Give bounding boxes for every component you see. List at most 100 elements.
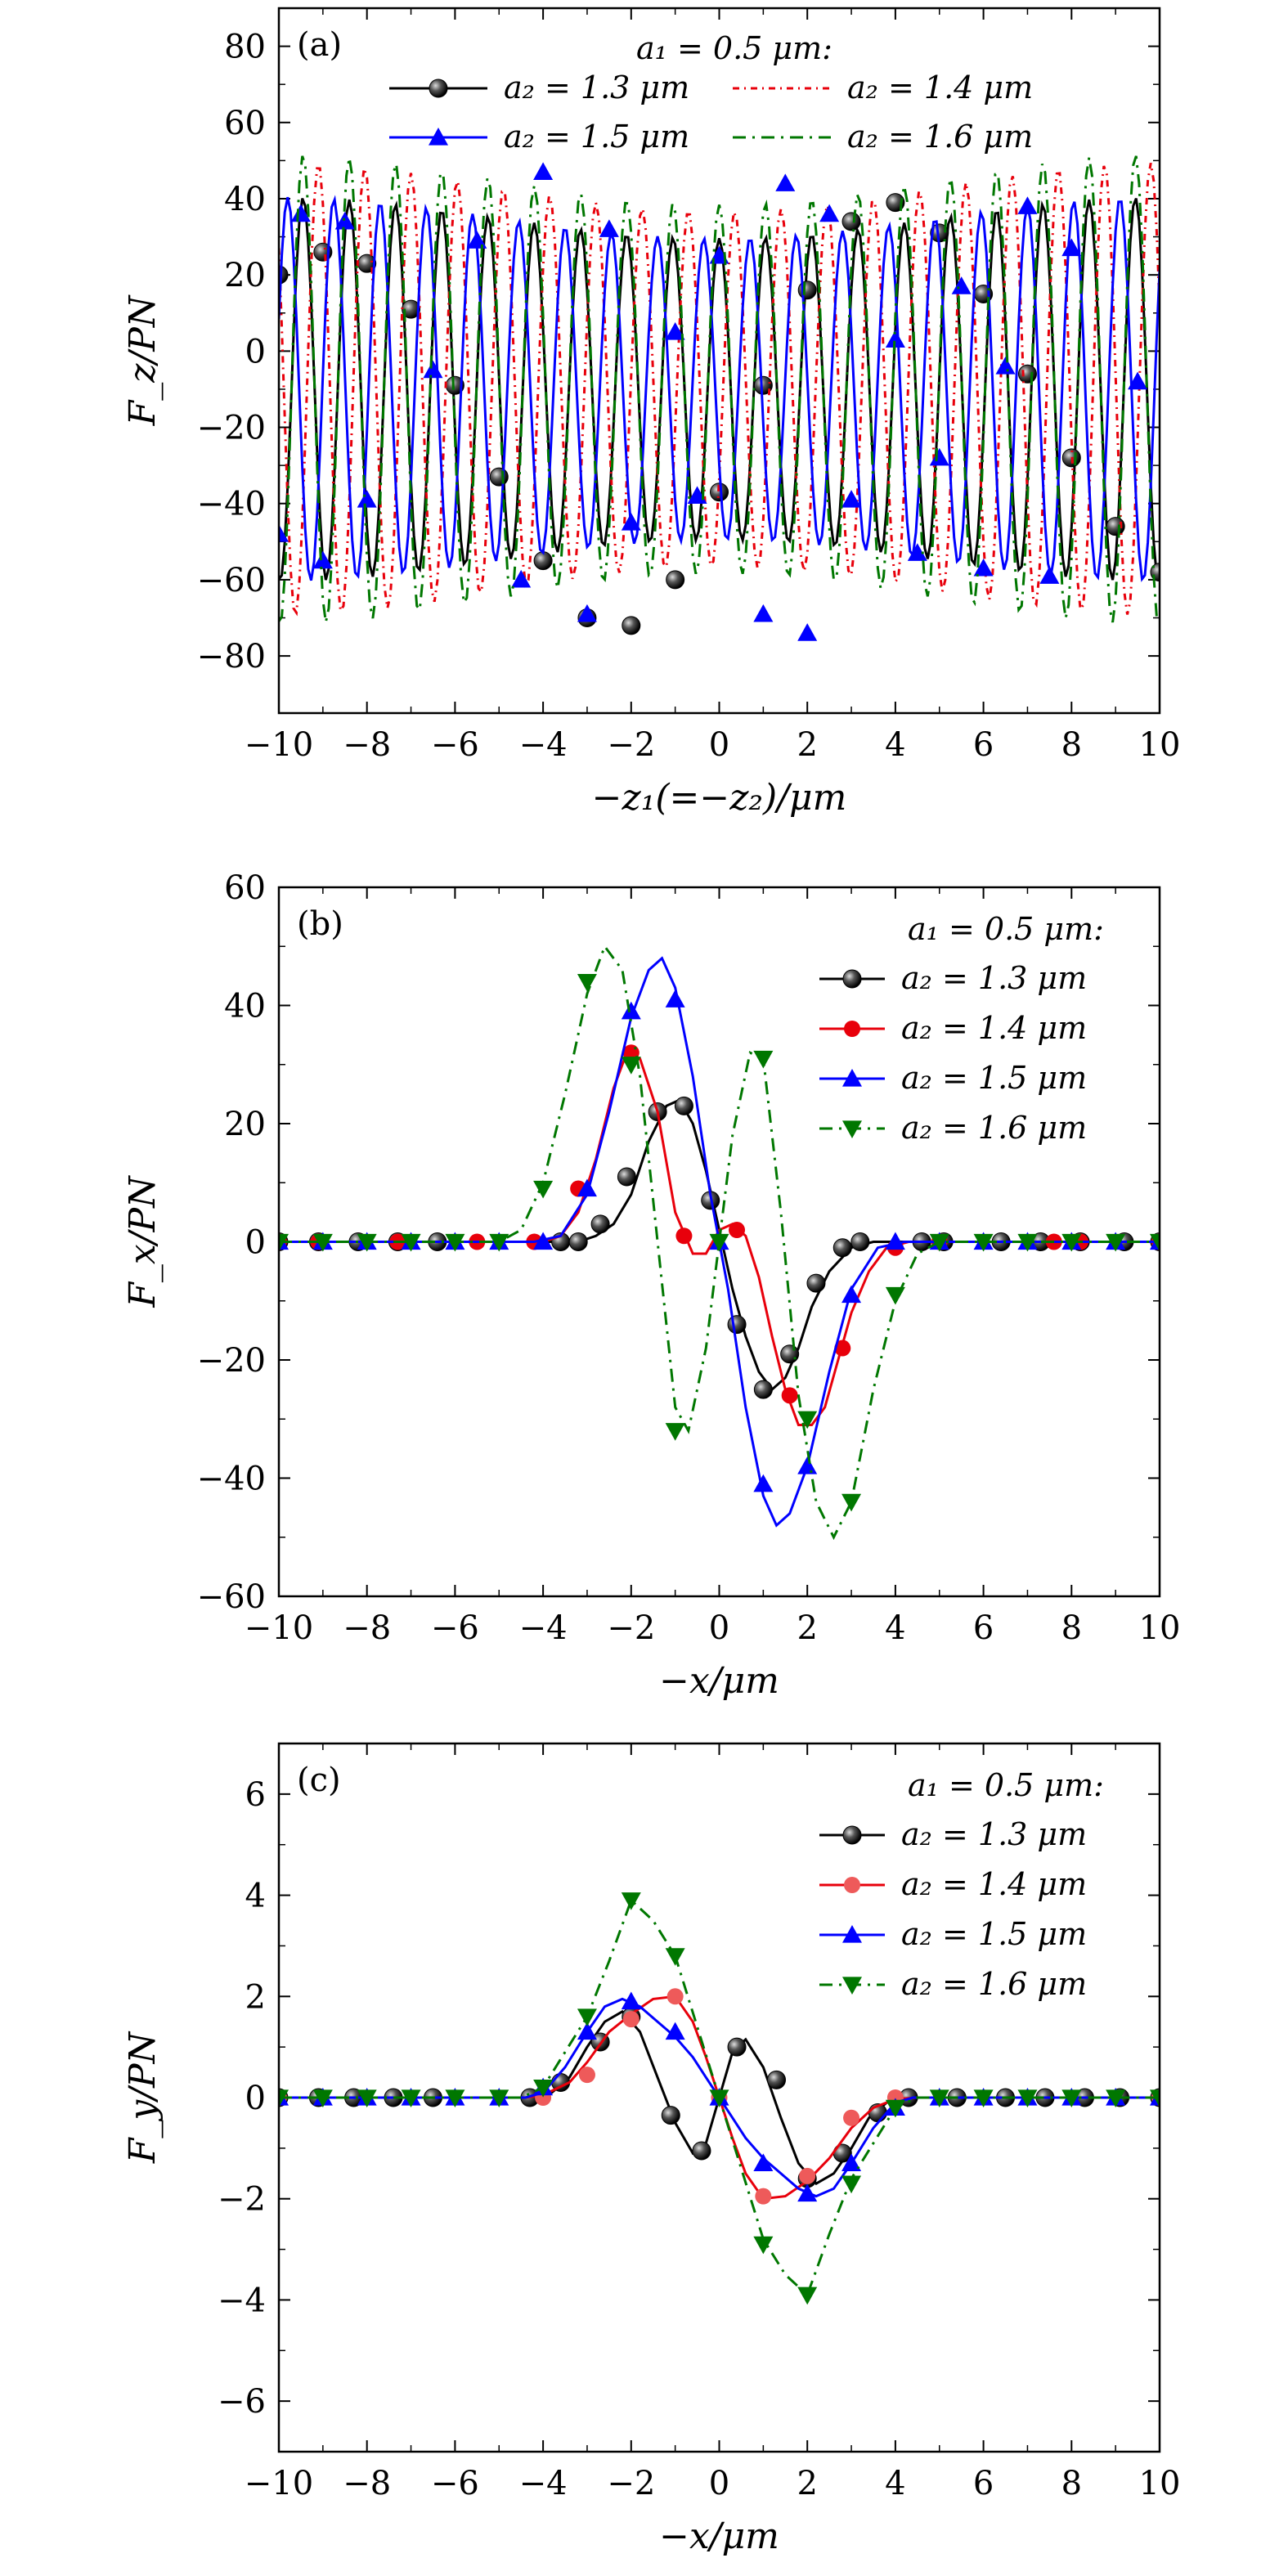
y-tick-label: 2 bbox=[245, 1978, 266, 2016]
data-point-b-2 bbox=[797, 1456, 818, 1474]
data-point-c-2 bbox=[841, 2153, 862, 2172]
x-tick-label: 8 bbox=[1061, 726, 1082, 764]
data-point-c-3 bbox=[1150, 2089, 1160, 2107]
data-point-b-3 bbox=[489, 1233, 509, 1252]
x-tick-label: 6 bbox=[973, 726, 994, 764]
data-point-b-2 bbox=[841, 1285, 862, 1304]
panel-label: (b) bbox=[297, 905, 343, 943]
y-axis-title: F_x/PN bbox=[122, 1175, 164, 1308]
legend-title: a₁ = 0.5 μm: bbox=[636, 30, 832, 66]
x-tick-label: −10 bbox=[245, 726, 313, 764]
data-point-b-0 bbox=[832, 1238, 852, 1258]
series-line-a-3 bbox=[279, 155, 1160, 623]
legend-label: a₂ = 1.6 μm bbox=[901, 1966, 1087, 2002]
x-tick-label: 4 bbox=[885, 726, 905, 764]
x-tick-label: 8 bbox=[1061, 1609, 1082, 1647]
legend-label: a₂ = 1.6 μm bbox=[847, 119, 1033, 155]
plot-area bbox=[279, 155, 1160, 641]
data-point-a-0 bbox=[1017, 364, 1037, 384]
data-point-c-0 bbox=[727, 2037, 747, 2057]
data-point-b-0 bbox=[674, 1096, 693, 1115]
y-tick-label: −20 bbox=[197, 410, 266, 447]
x-axis-title: −x/μm bbox=[659, 2515, 779, 2557]
data-point-b-3 bbox=[1106, 1233, 1126, 1252]
data-point-b-1 bbox=[834, 1340, 851, 1357]
data-point-a-2 bbox=[951, 276, 972, 294]
data-point-c-0 bbox=[767, 2070, 787, 2089]
chart-panel-a: −10 −8 −6 −4 −2 0 2 4 6 8 10−80−60−40−20020406080(… bbox=[122, 7, 1180, 819]
plot-area bbox=[279, 944, 1160, 1541]
data-point-b-3 bbox=[357, 1233, 377, 1252]
panel-label: (c) bbox=[297, 1761, 341, 1799]
x-tick-label: 4 bbox=[885, 2465, 905, 2502]
data-point-b-3 bbox=[797, 1411, 818, 1429]
y-tick-label: −40 bbox=[197, 486, 266, 523]
data-point-a-2 bbox=[1061, 238, 1082, 257]
data-point-a-0 bbox=[666, 570, 685, 590]
data-point-c-3 bbox=[445, 2089, 465, 2107]
y-tick-label: −60 bbox=[197, 1578, 266, 1616]
data-point-b-3 bbox=[401, 1233, 421, 1252]
x-tick-label: −8 bbox=[343, 726, 391, 764]
data-point-c-1 bbox=[799, 2167, 816, 2184]
data-point-a-2 bbox=[797, 623, 818, 641]
y-tick-label: 0 bbox=[245, 333, 266, 370]
data-point-b-1 bbox=[675, 1227, 693, 1245]
data-point-b-3 bbox=[312, 1233, 333, 1252]
data-point-c-3 bbox=[279, 2089, 289, 2107]
plot-frame bbox=[277, 886, 1161, 1598]
y-tick-label: 4 bbox=[245, 1878, 266, 1915]
data-point-b-3 bbox=[753, 1050, 774, 1069]
data-point-c-3 bbox=[797, 2287, 818, 2305]
legend-b: a₁ = 0.5 μm: a₂ = 1.3 μm a₂ = 1.4 μm a₂ = 1… bbox=[819, 911, 1104, 1146]
x-tick-label: 4 bbox=[885, 1609, 905, 1647]
plot-area bbox=[279, 1892, 1160, 2305]
data-point-a-2 bbox=[907, 543, 927, 561]
data-point-b-0 bbox=[590, 1214, 610, 1234]
data-point-a-2 bbox=[1017, 196, 1038, 214]
data-point-b-3 bbox=[1061, 1233, 1082, 1252]
series-line-a-2 bbox=[279, 195, 1160, 582]
data-point-b-2 bbox=[753, 1474, 774, 1492]
data-point-a-2 bbox=[841, 490, 862, 508]
legend-label: a₂ = 1.4 μm bbox=[847, 70, 1033, 105]
y-tick-label: 40 bbox=[224, 988, 266, 1025]
legend-label: a₂ = 1.6 μm bbox=[901, 1110, 1087, 1146]
legend-marker bbox=[429, 128, 448, 146]
y-axis-title: F_y/PN bbox=[122, 2031, 164, 2164]
y-tick-label: −4 bbox=[218, 2282, 266, 2319]
data-point-b-3 bbox=[709, 1233, 729, 1252]
y-axis-title: F_z/PN bbox=[122, 294, 164, 426]
data-point-b-3 bbox=[577, 974, 597, 992]
data-point-a-2 bbox=[599, 219, 619, 237]
x-tick-label: 0 bbox=[709, 726, 729, 764]
x-tick-label: 8 bbox=[1061, 2465, 1082, 2502]
legend-label: a₂ = 1.5 μm bbox=[901, 1060, 1087, 1096]
x-tick-label: −2 bbox=[607, 726, 655, 764]
x-tick-label: 2 bbox=[797, 1609, 817, 1647]
legend-marker bbox=[842, 1120, 862, 1138]
data-point-a-0 bbox=[753, 375, 773, 395]
data-point-a-2 bbox=[533, 162, 554, 180]
data-point-c-3 bbox=[753, 2236, 774, 2255]
data-point-a-2 bbox=[279, 524, 289, 542]
y-tick-label: 80 bbox=[224, 29, 266, 66]
series-line-b-3 bbox=[279, 944, 1160, 1541]
y-tick-label: 40 bbox=[224, 181, 266, 218]
y-tick-label: 60 bbox=[224, 105, 266, 142]
data-point-a-0 bbox=[489, 467, 509, 487]
x-tick-label: 6 bbox=[973, 1609, 994, 1647]
data-point-a-2 bbox=[665, 322, 685, 340]
data-point-b-3 bbox=[841, 1493, 862, 1512]
legend-marker bbox=[429, 79, 448, 98]
x-tick-label: 0 bbox=[709, 1609, 729, 1647]
series-line-a-1 bbox=[279, 163, 1160, 617]
y-tick-label: −80 bbox=[197, 638, 266, 675]
data-point-c-3 bbox=[841, 2175, 862, 2194]
data-point-c-1 bbox=[578, 2067, 595, 2084]
y-tick-label: 0 bbox=[245, 1224, 266, 1262]
data-point-b-3 bbox=[533, 1180, 554, 1199]
data-point-c-3 bbox=[1061, 2089, 1082, 2107]
data-point-a-2 bbox=[885, 330, 905, 348]
